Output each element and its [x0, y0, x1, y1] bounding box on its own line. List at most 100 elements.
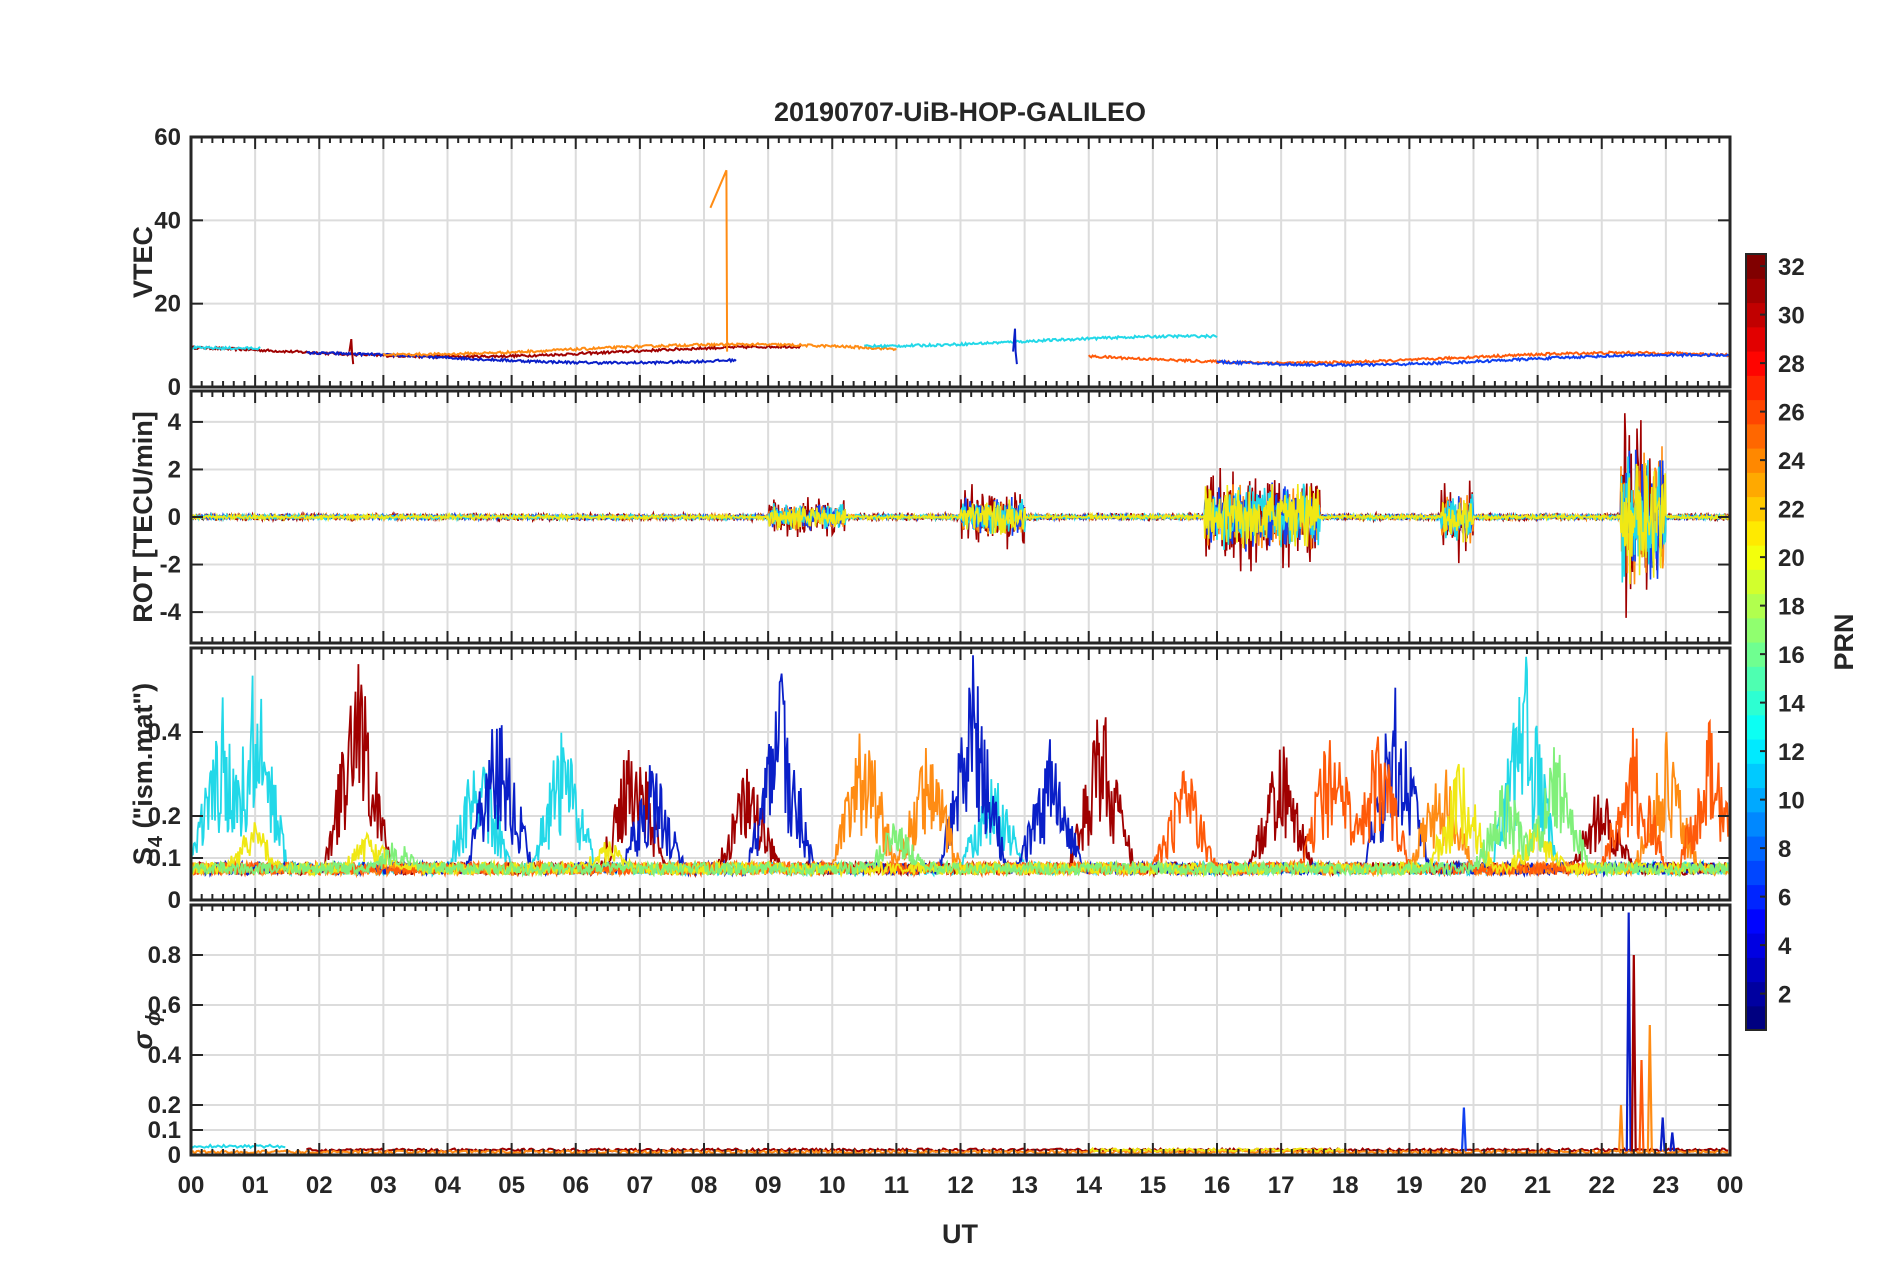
y-tick-label: 40 — [154, 207, 181, 234]
colorbar-tick-label: 30 — [1778, 303, 1805, 330]
x-tick-label: 22 — [1588, 1172, 1615, 1199]
colorbar-swatch — [1746, 957, 1766, 983]
figure-title: 20190707-UiB-HOP-GALILEO — [774, 97, 1146, 127]
y-tick-label: 60 — [154, 124, 181, 151]
x-tick-label: 03 — [370, 1172, 397, 1199]
panel-rot: -4 -2 0 2 4 ROT [TECU/min] — [128, 389, 1732, 645]
y-tick-label: 4 — [168, 409, 182, 436]
x-tick-label: 05 — [498, 1172, 525, 1199]
colorbar-swatch — [1746, 472, 1766, 498]
colorbar-swatch — [1746, 836, 1766, 861]
colorbar-swatch — [1746, 811, 1766, 837]
y-axis-title: S4 ("ism.mat") — [128, 683, 167, 865]
y-tick-label: 0.4 — [148, 719, 182, 746]
colorbar-tick-label: 14 — [1778, 691, 1805, 718]
series-line — [382, 342, 897, 358]
x-tick-label: 20 — [1460, 1172, 1487, 1199]
y-tick-label: 0 — [168, 1142, 181, 1169]
series-group — [191, 655, 1730, 879]
x-tick-label: 16 — [1204, 1172, 1231, 1199]
colorbar-swatch — [1746, 351, 1766, 376]
spike-mark — [1669, 1132, 1676, 1152]
x-tick-label: 17 — [1268, 1172, 1295, 1199]
y-axis-title: VTEC — [128, 226, 158, 298]
x-tick-label: 11 — [884, 1172, 909, 1199]
x-tick-label: 04 — [434, 1172, 461, 1199]
x-tick-label: 14 — [1075, 1172, 1102, 1199]
series-line — [191, 344, 802, 360]
axes-frame — [189, 646, 1732, 902]
colorbar-swatch — [1746, 1005, 1766, 1031]
x-tick-label: 19 — [1396, 1172, 1423, 1199]
colorbar-swatch — [1746, 787, 1766, 813]
colorbar-swatch — [1746, 739, 1766, 764]
y-axis-title: ROT [TECU/min] — [128, 411, 158, 622]
spike-mark — [1618, 1104, 1624, 1152]
spike-mark — [1630, 954, 1637, 1152]
y-tick-label: 0.4 — [148, 1042, 182, 1069]
panel-sigma_phi: 00.10.2 0.4 0.6 0.8 σ ϕ — [128, 903, 1732, 1169]
ticks — [190, 648, 1731, 901]
colorbar-swatch — [1746, 593, 1766, 619]
panel-vtec: 0 20 40 60 VTEC — [128, 124, 1732, 401]
colorbar-tick-label: 20 — [1778, 545, 1805, 572]
colorbar-swatch — [1746, 302, 1766, 328]
colorbar-swatch — [1746, 884, 1766, 910]
colorbar-tick-label: 26 — [1778, 400, 1805, 427]
colorbar-tick-label: 28 — [1778, 351, 1805, 378]
y-tick-label: 2 — [168, 456, 181, 483]
colorbar-swatch — [1746, 326, 1766, 352]
x-tick-label: 21 — [1524, 1172, 1551, 1199]
colorbar-tick-label: 10 — [1778, 788, 1805, 815]
colorbar-swatch — [1746, 690, 1766, 716]
colorbar-swatch — [1746, 569, 1766, 595]
colorbar-swatch — [1746, 399, 1766, 425]
colorbar-swatch — [1746, 254, 1766, 279]
x-tick-label: 18 — [1332, 1172, 1359, 1199]
y-tick-label: -2 — [160, 552, 181, 579]
x-tick-label: 15 — [1140, 1172, 1167, 1199]
x-tick-label: 09 — [755, 1172, 782, 1199]
y-tick-label: 0 — [168, 504, 181, 531]
x-axis-title: UT — [942, 1219, 978, 1249]
y-tick-label: 0 — [168, 374, 181, 401]
colorbar-swatch — [1746, 545, 1766, 570]
series-line — [306, 350, 737, 366]
y-tick-label: 0 — [168, 887, 181, 914]
x-tick-label: 23 — [1653, 1172, 1680, 1199]
y-tick-label: 0.6 — [148, 992, 181, 1019]
colorbar-swatch — [1746, 375, 1766, 401]
colorbar-swatch — [1746, 496, 1766, 522]
axes-frame — [189, 135, 1732, 389]
colorbar-swatch — [1746, 617, 1766, 643]
spike-mark — [1646, 1024, 1653, 1152]
colorbar-tick-label: 16 — [1778, 642, 1805, 669]
x-tick-label: 02 — [306, 1172, 333, 1199]
x-axis: 00 01 02 03 04 05 06 07 08 09 10 11 12 13 14 15 16 17 18 19… — [178, 1172, 1744, 1199]
series-line — [191, 747, 1730, 879]
series-group — [191, 413, 1730, 618]
colorbar-swatch — [1746, 908, 1766, 934]
colorbar-tick-label: 4 — [1778, 933, 1792, 960]
colorbar-tick-label: 8 — [1778, 836, 1791, 863]
axes-frame — [189, 903, 1732, 1157]
x-tick-label: 01 — [242, 1172, 269, 1199]
colorbar-swatch — [1746, 520, 1766, 546]
colorbar-tick-label: 6 — [1778, 885, 1791, 912]
colorbar-title: PRN — [1829, 613, 1859, 670]
y-tick-label: 0.8 — [148, 942, 181, 969]
y-tick-label: 20 — [154, 291, 181, 318]
colorbar-tick-label: 18 — [1778, 594, 1805, 621]
ticks — [190, 391, 1731, 643]
x-tick-label: 06 — [562, 1172, 589, 1199]
y-tick-label: 0.2 — [148, 803, 181, 830]
spike-mark — [709, 169, 729, 352]
y-axis-title: σ ϕ — [128, 1011, 165, 1050]
x-tick-label: 00 — [1717, 1172, 1744, 1199]
x-tick-label: 07 — [627, 1172, 654, 1199]
axes-frame — [189, 389, 1732, 645]
spike-mark — [348, 338, 355, 365]
spike-mark — [1638, 1059, 1645, 1152]
